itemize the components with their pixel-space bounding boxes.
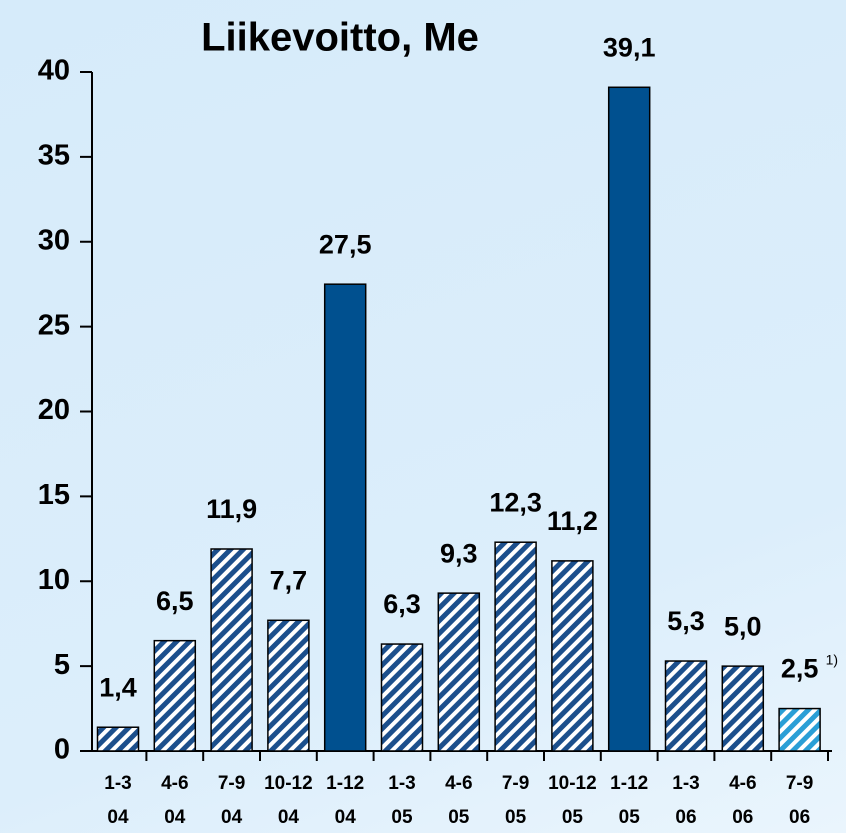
bar [551,560,594,752]
x-tick-label: 1-12 05 [610,773,648,828]
x-tick-label: 1-3 04 [104,773,131,828]
value-label: 9,3 [440,538,478,568]
bar [607,86,651,752]
x-tick-label: 1-12 04 [326,773,364,828]
x-tick-label: 4-6 05 [445,773,472,828]
bar [153,639,197,752]
y-tick-label: 25 [38,309,70,341]
bar [267,619,310,752]
bar [323,283,367,752]
bar [96,726,140,752]
value-label: 1,4 [99,672,137,702]
x-tick-label: 1-3 05 [388,773,415,828]
bar [778,707,821,752]
y-tick-label: 15 [38,479,70,511]
value-label: 7,7 [270,565,308,595]
value-label: 5,3 [667,606,705,636]
x-tick-label: 4-6 06 [729,773,756,828]
y-tick-label: 30 [38,224,70,256]
x-tick-label: 10-12 05 [548,773,597,828]
bar [380,643,424,752]
value-label: 2,5 [781,654,819,684]
x-tick-label: 7-9 05 [502,773,529,828]
bar [437,592,481,752]
value-label: 6,3 [383,589,421,619]
value-label: 11,9 [206,494,257,524]
footnote-mark: 1) [826,651,838,667]
x-tick-label: 7-9 04 [218,773,245,828]
value-label: 5,0 [724,611,762,641]
value-label: 6,5 [156,586,194,616]
x-tick-label: 4-6 04 [161,773,188,828]
value-label: 11,2 [547,506,598,536]
y-tick-label: 20 [38,394,70,426]
y-tick-label: 40 [38,55,70,87]
value-label: 39,1 [603,32,656,62]
bar [664,660,708,752]
x-tick-label: 7-9 06 [786,773,813,828]
value-label: 27,5 [319,229,372,259]
x-tick-label: 1-3 06 [672,773,699,828]
bar [494,541,537,752]
chart-title: Liikevoitto, Me [201,16,479,60]
y-tick-label: 10 [38,564,70,596]
y-tick-label: 35 [38,140,70,172]
x-tick-label: 10-12 04 [264,773,313,828]
y-tick-label: 0 [54,734,70,766]
bar [721,665,765,752]
y-tick-label: 5 [54,649,70,681]
bar [210,548,253,752]
value-label: 12,3 [489,487,542,517]
